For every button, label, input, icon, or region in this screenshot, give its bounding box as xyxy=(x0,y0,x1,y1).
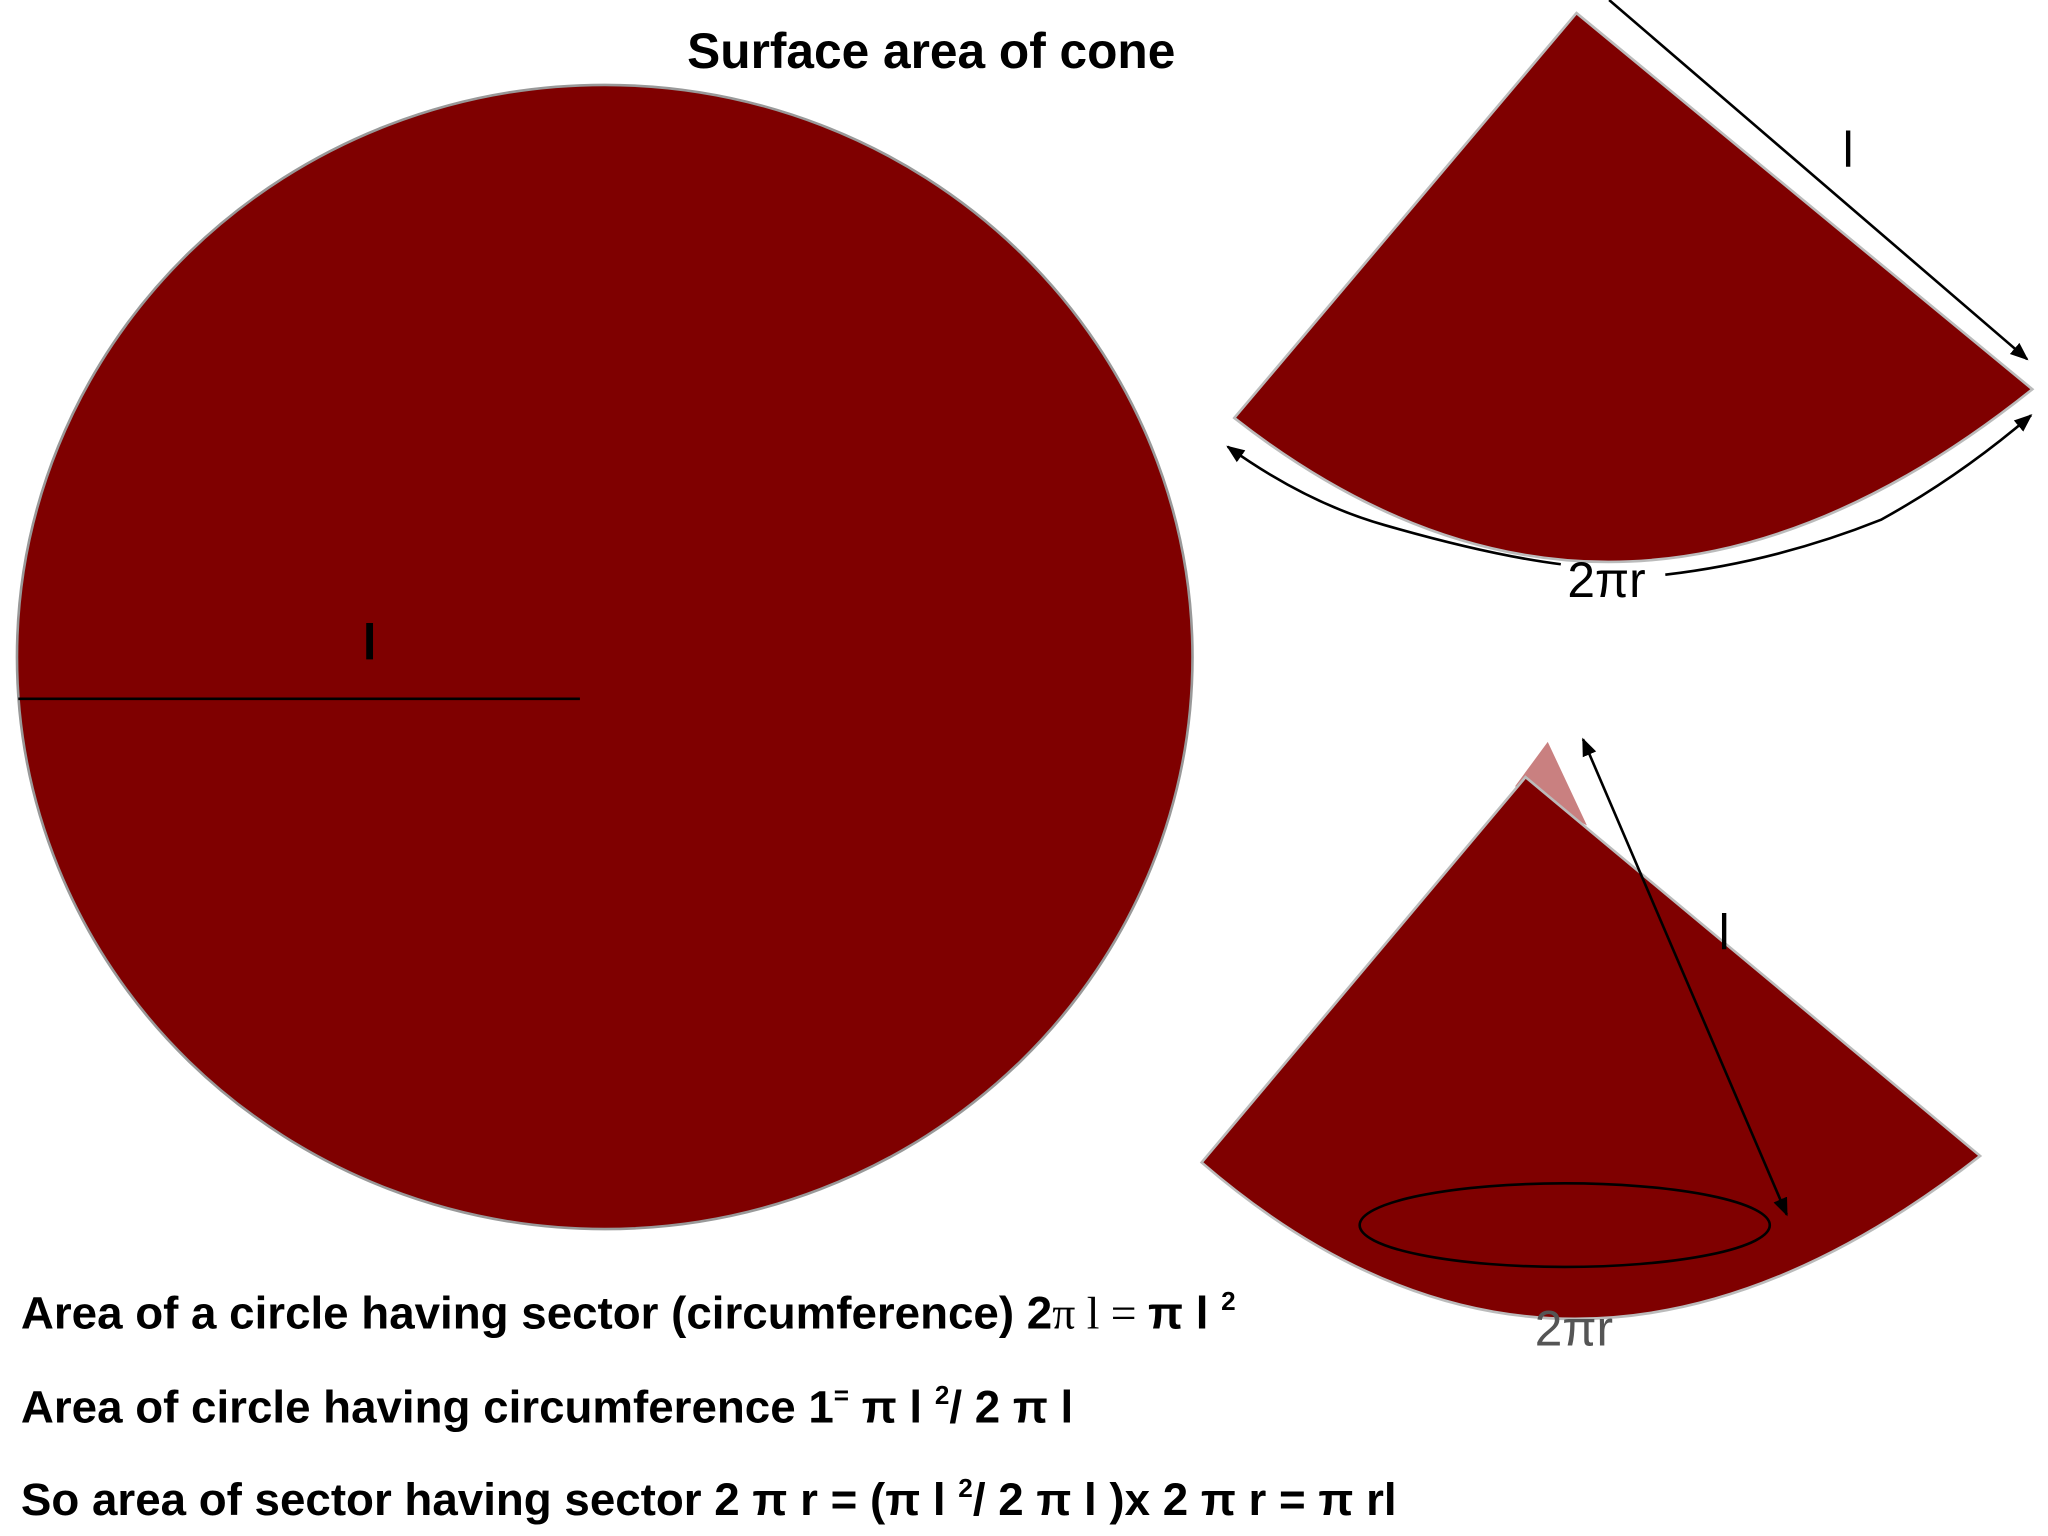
formula-3: So area of sector having sector 2 π r = … xyxy=(21,1473,1397,1525)
arc-label: 2πr xyxy=(1567,552,1645,608)
formula-text: π l xyxy=(849,1381,935,1432)
formula-sup: 2 xyxy=(1221,1286,1236,1316)
formula-text: Area of a circle having sector (circumfe… xyxy=(21,1287,1052,1338)
formula-text: / 2 π l xyxy=(949,1381,1073,1432)
formula-2: Area of circle having circumference 1= π… xyxy=(21,1380,1073,1432)
cone-tip xyxy=(1515,741,1587,826)
arc-arrow-left xyxy=(1226,445,1561,566)
slant-arrow xyxy=(1608,0,2029,361)
arc-arrow-right xyxy=(1665,414,2033,576)
circle xyxy=(15,83,1194,1231)
formula-text: / 2 π l )x 2 π r = π rl xyxy=(973,1474,1397,1525)
formula-1: Area of a circle having sector (circumfe… xyxy=(21,1286,1236,1338)
formula-sup: 2 xyxy=(935,1380,950,1410)
cone-sector xyxy=(1199,775,1983,1321)
cone-slant-arrow xyxy=(1581,737,1788,1217)
cone-slant-label: l xyxy=(1719,905,1730,961)
slant-label: l xyxy=(1843,122,1854,178)
cone-base xyxy=(1358,1182,1772,1269)
formula-sup: 2 xyxy=(958,1473,973,1503)
title: Surface area of cone xyxy=(687,23,1175,79)
formula-text: π l = xyxy=(1052,1287,1148,1338)
sector xyxy=(1232,11,2035,564)
radius-label: l xyxy=(363,615,377,671)
cone-arc-label: 2πr xyxy=(1535,1300,1613,1356)
formula-text: So area of sector having sector 2 π r = … xyxy=(21,1474,958,1525)
formula-text: Area of circle having circumference 1 xyxy=(21,1381,834,1432)
formula-text: π l xyxy=(1148,1287,1221,1338)
formula-sup: = xyxy=(834,1380,849,1410)
